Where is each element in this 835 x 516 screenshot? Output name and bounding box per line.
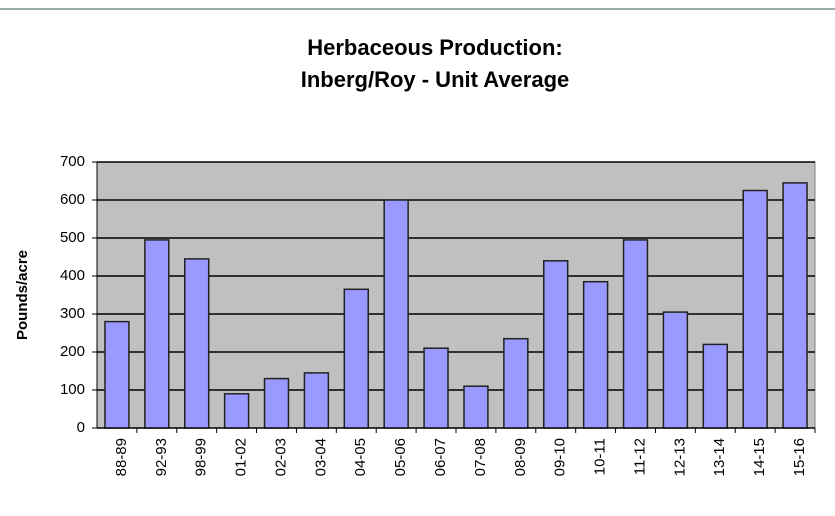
bar [383, 199, 409, 429]
bar [303, 372, 330, 429]
x-tick-label: 10-11 [592, 438, 609, 475]
y-tick-label: 200 [60, 343, 85, 360]
bar [463, 385, 489, 429]
x-tick-label: 11-12 [631, 438, 648, 475]
x-tick-label: 13-14 [711, 438, 728, 476]
x-tick-label: 12-13 [671, 438, 688, 476]
x-tick-label: 01-02 [233, 438, 250, 476]
bar [343, 288, 369, 429]
bar [702, 343, 728, 429]
bar [423, 347, 449, 429]
y-tick-label: 0 [77, 419, 85, 436]
x-tick-label: 15-16 [791, 438, 808, 476]
bar [263, 377, 290, 429]
bar [622, 239, 649, 429]
x-tick-label: 09-10 [552, 438, 569, 476]
y-tick-label: 600 [60, 191, 85, 208]
y-tick-label: 500 [60, 229, 85, 246]
x-tick-label: 03-04 [312, 438, 329, 476]
bar [104, 320, 130, 429]
x-tick-label: 05-06 [392, 438, 409, 476]
x-tick-label: 07-08 [472, 438, 489, 476]
bar [742, 189, 768, 429]
y-tick-label: 100 [60, 381, 85, 398]
bar [144, 239, 170, 429]
y-axis-label: Pounds/acre [14, 250, 31, 340]
x-tick-label: 04-05 [352, 438, 369, 476]
chart-title: Inberg/Roy - Unit Average [301, 67, 570, 92]
x-tick-label: 14-15 [751, 438, 768, 476]
bar [184, 258, 210, 429]
x-tick-label: 02-03 [272, 438, 289, 476]
x-tick-label: 98-99 [193, 438, 210, 476]
x-tick-label: 92-93 [153, 438, 170, 476]
y-tick-label: 700 [60, 153, 85, 170]
x-tick-label: 06-07 [432, 438, 449, 476]
x-tick-label: 88-89 [113, 438, 130, 476]
y-tick-label: 400 [60, 267, 85, 284]
bar [782, 182, 808, 429]
x-tick-label: 08-09 [512, 438, 529, 476]
y-tick-label: 300 [60, 305, 85, 322]
bar [662, 311, 689, 429]
bar [223, 393, 250, 429]
bar [503, 337, 529, 429]
bar [582, 280, 609, 429]
bar [543, 260, 569, 429]
chart-title: Herbaceous Production: [307, 35, 562, 60]
